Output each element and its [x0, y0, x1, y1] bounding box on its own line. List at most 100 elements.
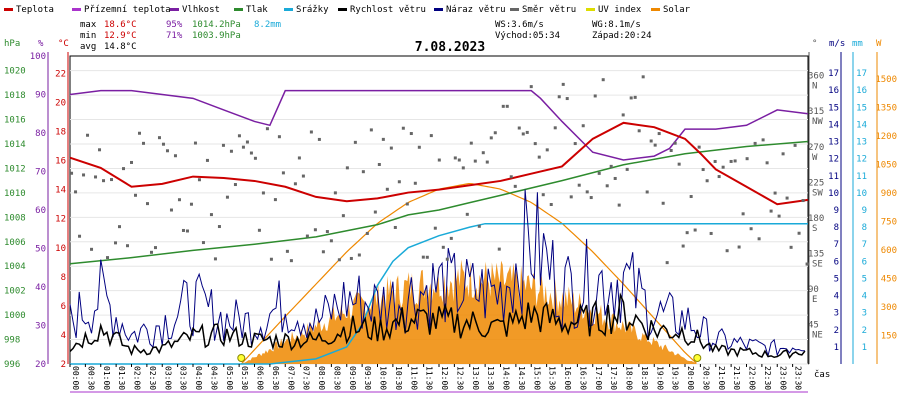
wind-direction-point	[153, 246, 157, 250]
wind-direction-point	[329, 239, 333, 243]
wind-direction-point	[345, 166, 349, 170]
wind-direction-point	[505, 104, 509, 108]
x-tick-label: 08:30	[332, 366, 341, 390]
unit-ms: m/s	[829, 39, 845, 49]
x-tick-label: 22:00	[748, 366, 757, 390]
rain-tick-label: 9	[862, 206, 867, 216]
legend-swatch	[234, 8, 243, 11]
stat-sunrise: Východ:05:34	[495, 31, 560, 41]
wind-direction-point	[561, 82, 565, 86]
wind-direction-point	[565, 97, 569, 101]
pressure-tick-label: 1018	[4, 91, 26, 101]
wind-direction-point	[585, 190, 589, 194]
legend-label: Náraz větru	[446, 5, 506, 15]
wind-direction-point	[341, 214, 345, 218]
rain-tick-label: 12	[856, 155, 867, 165]
direction-tick-label: 90	[808, 285, 819, 295]
solar-tick-label: 450	[881, 274, 897, 284]
wind-direction-point	[457, 158, 461, 162]
wind-direction-point	[789, 245, 793, 249]
wind-direction-point	[501, 104, 505, 108]
solar-tick-label: 1050	[875, 160, 897, 170]
wind-tick-label: 8	[834, 223, 839, 233]
solar-tick-label: 900	[881, 189, 897, 199]
wind-direction-point	[361, 170, 365, 174]
temperature-tick-label: 12	[55, 215, 66, 225]
x-tick-label: 21:00	[717, 366, 726, 390]
humidity-tick-label: 100	[30, 52, 46, 62]
wind-direction-point	[201, 241, 205, 245]
temperature-tick-label: 8	[61, 273, 66, 283]
legend-label: Přízemní teplota	[84, 5, 171, 15]
wind-direction-point	[229, 149, 233, 153]
wind-direction-point	[297, 156, 301, 160]
wind-direction-point	[537, 155, 541, 159]
wind-direction-point	[161, 142, 165, 146]
wind-direction-point	[401, 126, 405, 130]
x-tick-label: 08:00	[317, 366, 326, 390]
wind-direction-point	[617, 203, 621, 207]
wind-direction-point	[301, 174, 305, 178]
wind-direction-point	[533, 142, 537, 146]
x-tick-label: 14:00	[502, 366, 511, 390]
wind-direction-point	[269, 257, 273, 261]
wind-direction-point	[601, 78, 605, 82]
x-tick-label: 18:00	[625, 366, 634, 390]
direction-tick-label: 270	[808, 143, 824, 153]
legend-swatch	[338, 8, 347, 11]
wind-direction-point	[497, 247, 501, 251]
wind-direction-point	[673, 141, 677, 145]
wind-direction-point	[521, 132, 525, 136]
x-tick-label: 01:30	[117, 366, 126, 390]
wind-direction-point	[413, 181, 417, 185]
wind-direction-point	[193, 141, 197, 145]
wind-direction-point	[689, 195, 693, 199]
wind-direction-point	[309, 130, 313, 134]
x-tick-label: 16:00	[563, 366, 572, 390]
wind-direction-point	[761, 138, 765, 142]
wind-direction-point	[645, 190, 649, 194]
wind-direction-point	[669, 148, 673, 152]
wind-direction-point	[717, 175, 721, 179]
rain-tick-label: 8	[862, 223, 867, 233]
wind-direction-point	[137, 131, 141, 135]
x-tick-label: 21:30	[732, 366, 741, 390]
wind-direction-point	[313, 228, 317, 232]
temperature-tick-label: 4	[61, 331, 66, 341]
rain-tick-label: 16	[856, 86, 867, 96]
solar-tick-label: 1350	[875, 103, 897, 113]
direction-tick-label: 360	[808, 72, 824, 82]
rain-tick-label: 10	[856, 189, 867, 199]
stat-min-press: 1003.9hPa	[192, 31, 241, 41]
wind-tick-label: 16	[828, 86, 839, 96]
rain-tick-label: 11	[856, 172, 867, 182]
wind-direction-point	[289, 259, 293, 263]
direction-tick-label: N	[812, 82, 817, 92]
wind-direction-point	[257, 228, 261, 232]
wind-direction-point	[209, 213, 213, 217]
rain-tick-label: 13	[856, 138, 867, 148]
wind-direction-point	[745, 157, 749, 161]
wind-direction-point	[353, 140, 357, 144]
wind-direction-point	[181, 228, 185, 232]
wind-direction-point	[261, 191, 265, 195]
wind-direction-point	[477, 224, 481, 228]
stat-max-label: max	[80, 20, 97, 30]
humidity-tick-label: 60	[35, 206, 46, 216]
x-axis-ticks: 00:00 00:30 01:00 01:30 02:00 02:30 03:00 03:30…	[69, 364, 808, 393]
humidity-tick-label: 70	[35, 168, 46, 178]
wind-tick-label: 7	[834, 240, 839, 250]
x-tick-label: 12:30	[455, 366, 464, 390]
wind-direction-point	[449, 236, 453, 240]
wind-tick-label: 2	[834, 326, 839, 336]
rain-tick-label: 6	[862, 257, 867, 267]
direction-tick-label: W	[812, 153, 818, 163]
wind-speed-line	[69, 292, 806, 360]
wind-direction-point	[765, 161, 769, 165]
direction-tick-label: 180	[808, 214, 824, 224]
x-tick-label: 10:30	[394, 366, 403, 390]
wind-direction-point	[122, 167, 126, 171]
pressure-tick-label: 996	[4, 360, 20, 370]
wind-direction-point	[337, 258, 341, 262]
wind-direction-point	[549, 203, 553, 207]
